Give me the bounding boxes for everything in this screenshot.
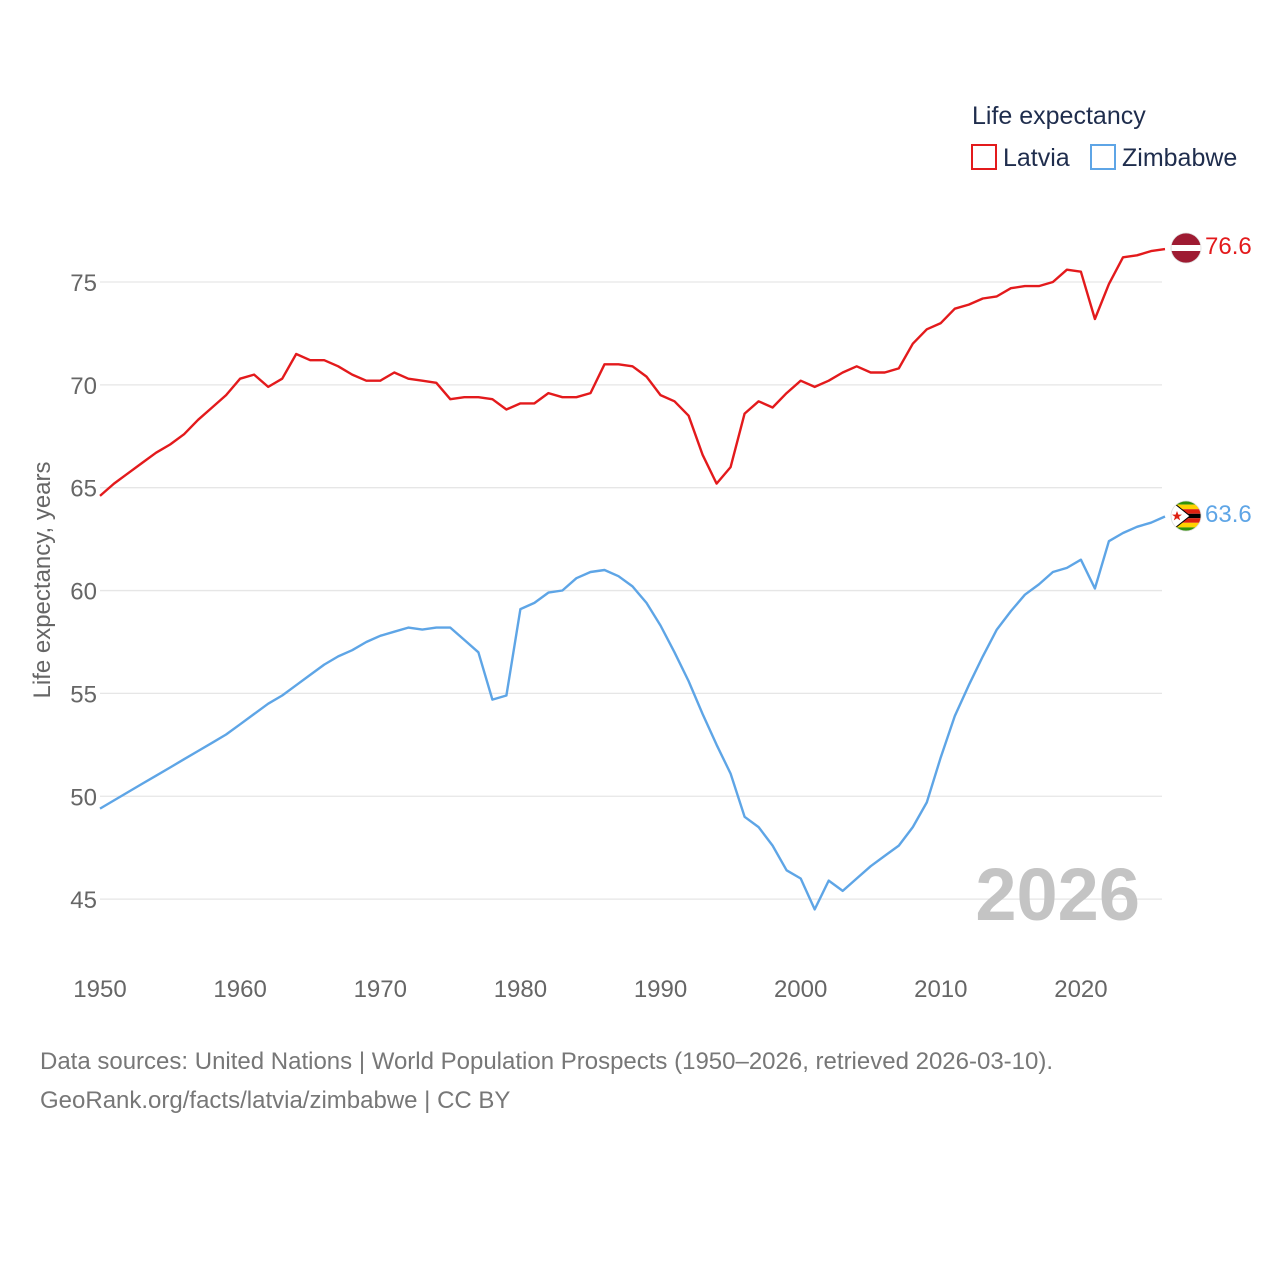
footer-sources: Data sources: United Nations | World Pop… (40, 1048, 1054, 1075)
latvia-flag-icon (1171, 233, 1201, 263)
x-tick-label: 1960 (213, 976, 266, 1003)
legend-label-zimbabwe: Zimbabwe (1122, 144, 1237, 172)
year-watermark: 2026 (975, 853, 1140, 936)
footer-attribution[interactable]: GeoRank.org/facts/latvia/zimbabwe | CC B… (40, 1087, 511, 1114)
legend-title: Life expectancy (972, 102, 1146, 130)
x-tick-label: 1990 (634, 976, 687, 1003)
x-tick-label: 2020 (1054, 976, 1107, 1003)
y-tick-label: 65 (70, 476, 97, 503)
legend-item-zimbabwe[interactable]: Zimbabwe (1090, 144, 1237, 172)
x-tick-label: 2000 (774, 976, 827, 1003)
series-lines (99, 247, 1166, 911)
end-value-latvia: 76.6 (1205, 233, 1252, 260)
y-tick-label: 45 (70, 887, 97, 914)
x-tick-label: 2010 (914, 976, 967, 1003)
gridlines (100, 281, 1162, 900)
y-axis-title: Life expectancy, years (29, 461, 56, 698)
series-line-zimbabwe[interactable] (99, 515, 1166, 911)
y-axis-ticks: 45 50 55 60 65 70 75 (70, 270, 97, 914)
footer: Data sources: United Nations | World Pop… (40, 1042, 1260, 1120)
end-value-zimbabwe: 63.6 (1205, 501, 1252, 528)
y-tick-label: 60 (70, 579, 97, 606)
x-tick-label: 1980 (494, 976, 547, 1003)
x-tick-label: 1950 (73, 976, 126, 1003)
y-tick-label: 55 (70, 681, 97, 708)
x-axis-ticks: 1950 1960 1970 1980 1990 2000 2010 2020 (73, 976, 1107, 1003)
zimbabwe-flag-icon (1171, 501, 1201, 531)
x-tick-label: 1970 (354, 976, 407, 1003)
series-line-latvia[interactable] (99, 247, 1166, 497)
legend-swatch-zimbabwe (1090, 144, 1116, 170)
legend: Life expectancy Latvia Zimbabwe (971, 102, 1237, 172)
y-tick-label: 50 (70, 784, 97, 811)
legend-label-latvia: Latvia (1003, 144, 1070, 172)
y-tick-label: 70 (70, 373, 97, 400)
life-expectancy-chart: 45 50 55 60 65 70 75 1950 1960 1970 1980 1990 2000 2… (29, 102, 1252, 1003)
legend-item-latvia[interactable]: Latvia (971, 144, 1070, 172)
legend-swatch-latvia (971, 144, 997, 170)
y-tick-label: 75 (70, 270, 97, 297)
